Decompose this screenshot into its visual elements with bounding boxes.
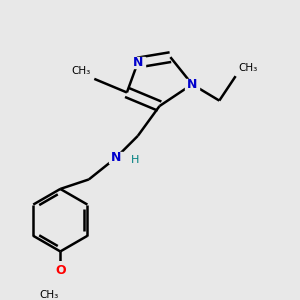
Text: N: N xyxy=(133,56,143,69)
Bar xyxy=(53,265,67,276)
Text: N: N xyxy=(187,78,197,91)
Bar xyxy=(131,57,145,68)
Text: N: N xyxy=(111,151,121,164)
Text: O: O xyxy=(55,264,66,277)
Bar xyxy=(109,152,123,163)
Text: CH₃: CH₃ xyxy=(40,290,59,300)
Text: H: H xyxy=(131,155,140,165)
Text: CH₃: CH₃ xyxy=(71,66,90,76)
Bar xyxy=(185,79,199,90)
Text: CH₃: CH₃ xyxy=(238,63,258,74)
